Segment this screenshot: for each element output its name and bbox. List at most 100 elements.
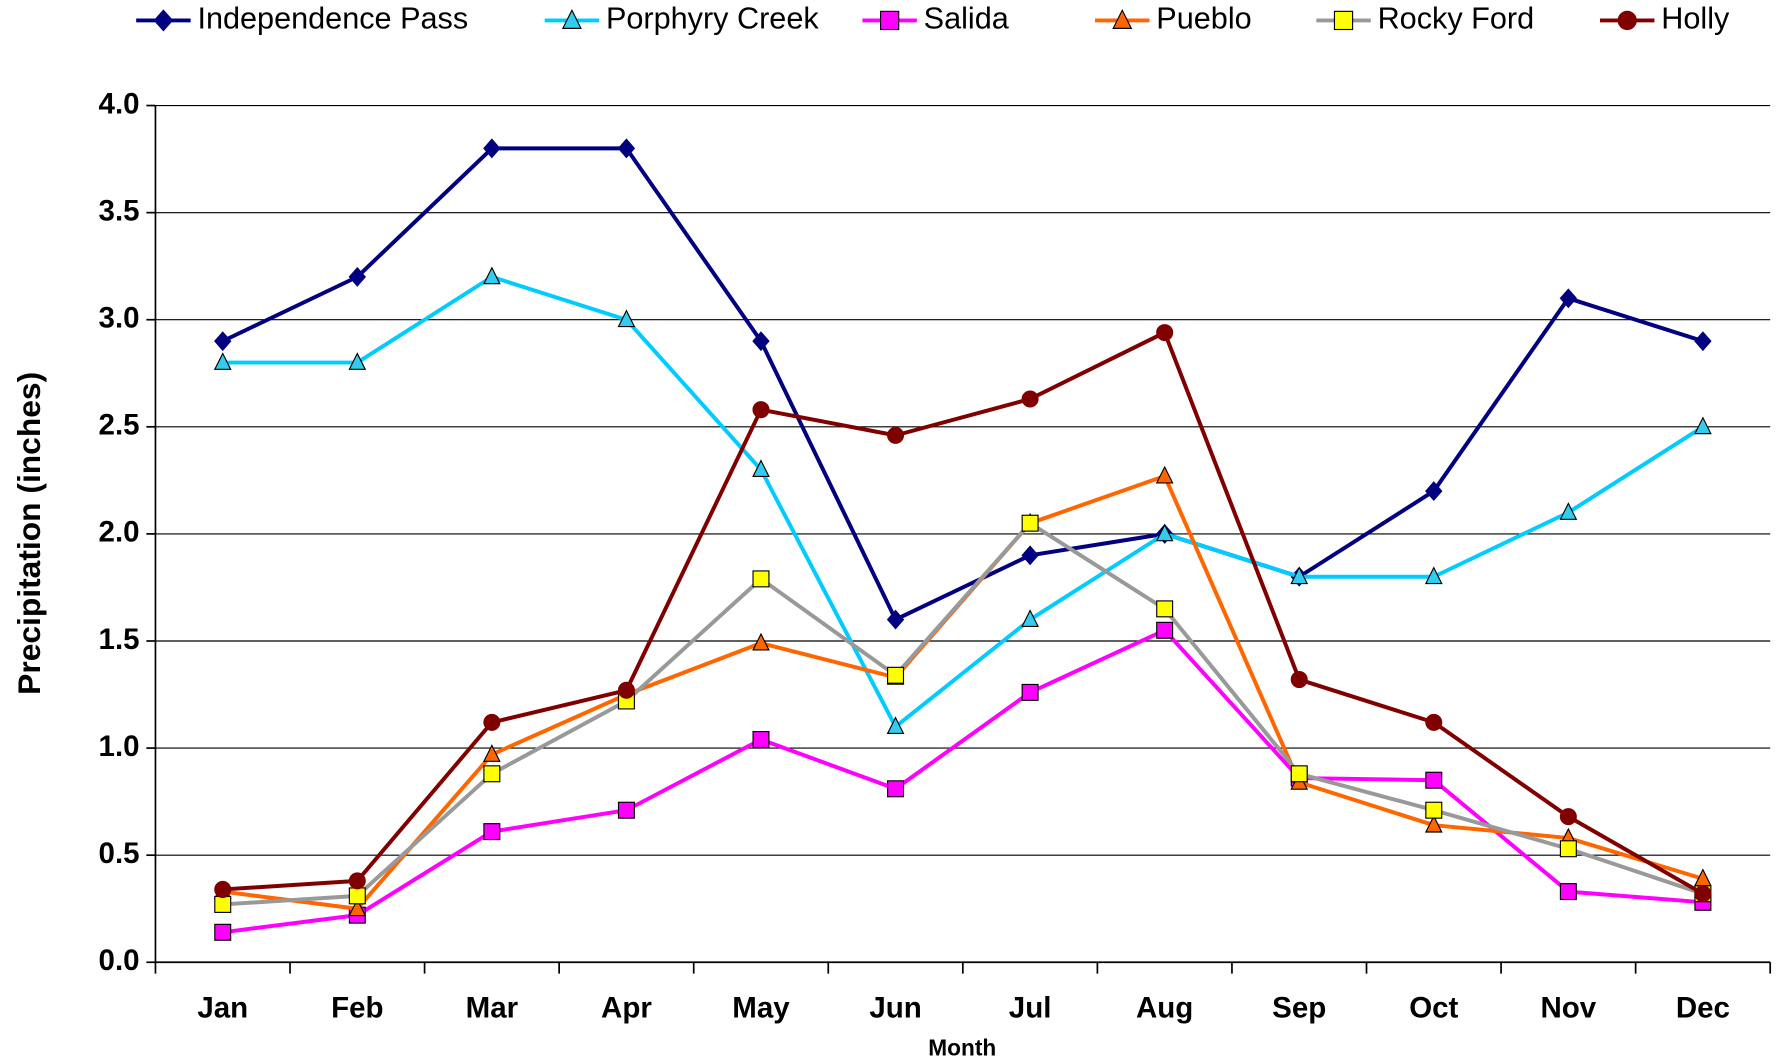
marker	[887, 666, 905, 684]
marker	[348, 872, 366, 890]
x-tick-label: Feb	[331, 992, 383, 1025]
marker	[1021, 609, 1039, 627]
legend-label: Independence Pass	[197, 2, 468, 36]
x-tick-label: Mar	[466, 992, 519, 1025]
marker	[752, 401, 770, 419]
marker	[483, 823, 501, 841]
marker	[1156, 600, 1174, 618]
x-tick-label: Jan	[197, 992, 248, 1025]
marker	[886, 716, 905, 735]
marker	[752, 459, 770, 478]
marker	[1155, 523, 1174, 542]
marker	[483, 765, 501, 783]
marker	[1021, 683, 1039, 701]
x-tick-label: Apr	[601, 992, 652, 1025]
marker	[617, 801, 635, 819]
marker	[1021, 545, 1039, 566]
y-tick-label: 0.5	[99, 837, 140, 870]
marker	[617, 681, 635, 699]
marker	[1559, 840, 1577, 858]
marker	[214, 923, 232, 941]
marker	[1424, 566, 1443, 585]
marker	[879, 10, 900, 31]
marker	[561, 8, 582, 29]
series-line	[222, 274, 1704, 729]
marker	[1425, 713, 1443, 731]
series-line	[221, 146, 1704, 622]
marker	[887, 780, 905, 798]
y-tick-label: 0.0	[99, 944, 140, 977]
marker	[752, 331, 770, 352]
legend-label: Salida	[924, 2, 1010, 36]
marker	[1425, 801, 1443, 819]
marker	[752, 570, 770, 588]
marker	[1617, 10, 1637, 31]
marker	[617, 309, 636, 328]
x-tick-label: Jun	[869, 992, 921, 1025]
marker	[1333, 10, 1354, 31]
y-tick-label: 2.5	[99, 409, 140, 442]
marker	[1694, 416, 1712, 435]
legend-label: Porphyry Creek	[606, 2, 819, 36]
marker	[1021, 514, 1039, 532]
y-tick-label: 3.5	[99, 194, 140, 227]
x-tick-label: Dec	[1676, 992, 1730, 1025]
marker	[348, 352, 367, 370]
marker	[483, 138, 501, 159]
marker	[1559, 502, 1578, 520]
marker	[1021, 390, 1039, 408]
marker	[483, 744, 501, 762]
x-tick-label: Sep	[1272, 992, 1326, 1025]
marker	[1694, 885, 1712, 903]
marker	[1424, 814, 1443, 833]
marker	[1156, 324, 1174, 342]
marker	[886, 609, 905, 630]
y-tick-label: 1.0	[99, 730, 140, 763]
marker	[752, 731, 770, 749]
marker	[348, 887, 366, 905]
x-tick-label: Jul	[1009, 992, 1052, 1025]
legend-label: Rocky Ford	[1378, 2, 1535, 36]
marker	[1290, 671, 1308, 689]
marker	[214, 331, 232, 352]
series-line	[222, 330, 1704, 896]
marker	[348, 266, 366, 287]
x-tick-label: May	[732, 992, 790, 1025]
x-tick-label: Aug	[1136, 992, 1193, 1025]
series-line	[222, 521, 1704, 907]
marker	[1156, 621, 1174, 639]
marker	[752, 632, 770, 651]
y-tick-label: 3.0	[99, 302, 140, 335]
marker	[1425, 481, 1443, 502]
marker	[153, 9, 174, 32]
legend-label: Pueblo	[1156, 2, 1251, 36]
y-tick-label: 2.0	[99, 516, 140, 549]
marker	[214, 880, 232, 898]
marker	[483, 266, 501, 285]
series-line	[222, 474, 1704, 911]
marker	[617, 138, 636, 159]
marker	[1155, 465, 1174, 484]
marker	[348, 898, 367, 917]
series-line	[222, 628, 1704, 935]
marker	[1290, 765, 1308, 783]
legend-label: Holly	[1661, 2, 1730, 36]
y-tick-label: 4.0	[99, 87, 140, 120]
marker	[887, 426, 905, 444]
y-tick-label: 1.5	[99, 623, 140, 656]
marker	[1290, 566, 1309, 585]
marker	[214, 895, 232, 913]
marker	[1425, 771, 1443, 789]
marker	[1694, 331, 1712, 352]
marker	[1559, 883, 1577, 901]
marker	[1112, 8, 1133, 29]
x-axis-title: Month	[928, 1035, 996, 1061]
y-axis-title: Precipitation (inches)	[11, 372, 47, 695]
marker	[483, 713, 501, 731]
x-tick-label: Nov	[1540, 992, 1596, 1025]
x-tick-label: Oct	[1409, 992, 1458, 1025]
marker	[1559, 808, 1577, 826]
marker	[1559, 288, 1578, 309]
